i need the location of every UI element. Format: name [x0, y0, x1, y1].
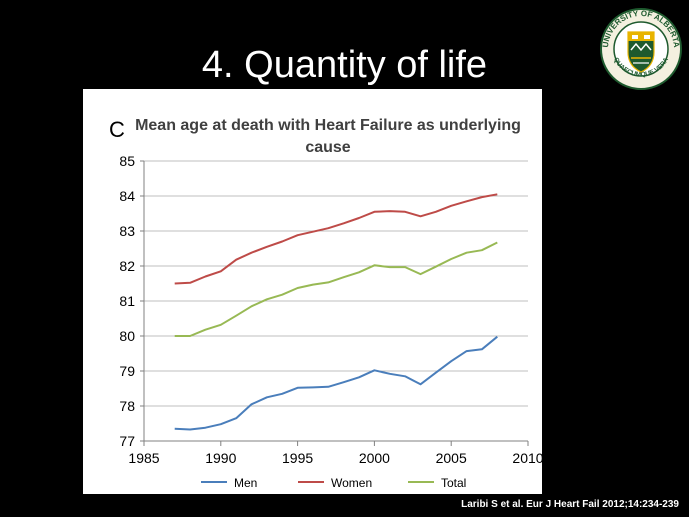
- series-line-total: [174, 241, 498, 337]
- legend-label-women: Women: [331, 476, 372, 490]
- slide-title: 4. Quantity of life: [201, 44, 488, 86]
- line-chart: C Mean age at death with Heart Failure a…: [109, 117, 542, 490]
- y-tick-label: 80: [119, 328, 135, 344]
- series-lines: [174, 193, 498, 431]
- y-tick-label: 79: [119, 363, 135, 379]
- axes: 77 78 79 80 81 82 83 84 85 1985 1990 1995 2000 2005 20…: [119, 153, 542, 466]
- y-tick-label: 77: [119, 433, 135, 449]
- legend-label-total: Total: [441, 476, 466, 490]
- x-tick-label: 2000: [359, 450, 390, 466]
- panel-label: C: [109, 117, 125, 142]
- legend-label-men: Men: [234, 476, 257, 490]
- chart-title-line-2: cause: [305, 139, 350, 156]
- logo-shield: [627, 31, 655, 73]
- x-tick-label: 1985: [128, 450, 159, 466]
- university-of-alberta-logo: UNIVERSITY OF ALBERTA QUAECUMQUE VERA: [600, 8, 682, 90]
- x-tick-label: 1995: [282, 450, 313, 466]
- series-line-women: [174, 193, 498, 285]
- series-line-men: [174, 335, 498, 431]
- citation: Laribi S et al. Eur J Heart Fail 2012;14…: [461, 499, 679, 510]
- y-tick-label: 85: [119, 153, 135, 169]
- y-tick-label: 83: [119, 223, 135, 239]
- x-tick-label: 2010: [512, 450, 542, 466]
- chart-title-line-1: Mean age at death with Heart Failure as …: [135, 117, 521, 134]
- y-tick-label: 81: [119, 293, 135, 309]
- y-tick-label: 84: [119, 188, 135, 204]
- chart-panel: C Mean age at death with Heart Failure a…: [83, 89, 542, 494]
- gridlines: [144, 160, 528, 442]
- y-tick-label: 82: [119, 258, 135, 274]
- legend: Men Women Total: [201, 476, 466, 490]
- logo-shield-band: [628, 32, 654, 41]
- y-tick-label: 78: [119, 398, 135, 414]
- x-tick-label: 1990: [205, 450, 236, 466]
- x-tick-label: 2005: [436, 450, 467, 466]
